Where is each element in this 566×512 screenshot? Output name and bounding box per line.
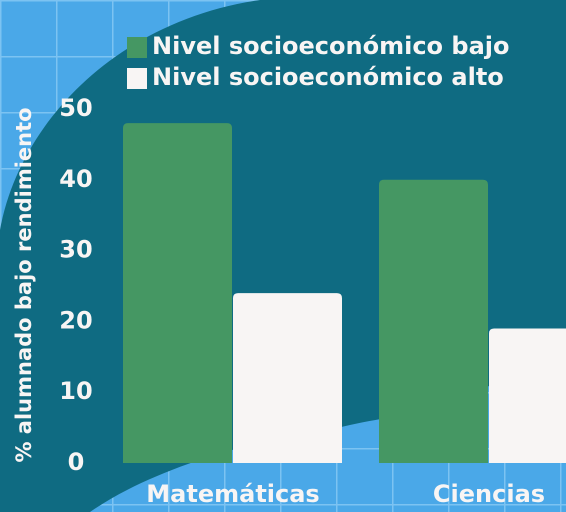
y-tick-label: 50 [59,94,92,122]
y-axis-label: % alumnado bajo rendimiento [12,107,36,462]
x-tick-label: Ciencias [433,480,545,508]
y-tick-label: 30 [59,236,92,264]
legend-label: Nivel socioeconómico bajo [152,32,510,60]
bar [123,123,232,463]
y-tick-label: 40 [59,165,92,193]
bar [489,328,566,463]
x-tick-label: Matemáticas [146,480,319,508]
legend-label: Nivel socioeconómico alto [152,63,504,91]
y-tick-label: 10 [59,377,92,405]
bar [233,293,342,463]
bar [379,179,488,464]
y-tick-label: 0 [68,448,85,476]
legend-swatch [127,37,147,58]
y-tick-label: 20 [59,306,92,334]
legend-swatch [127,68,147,89]
